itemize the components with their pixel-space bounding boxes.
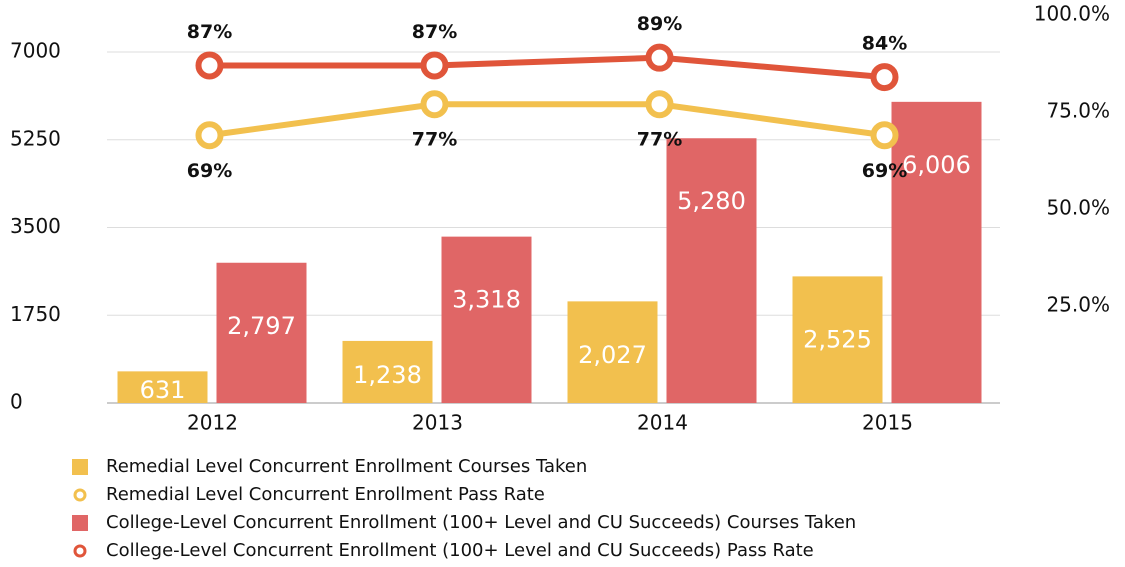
legend-marker [73,488,87,502]
point [195,121,224,150]
legend-marker [72,515,88,531]
legend-marker [72,459,88,475]
y2-tick-label: 50.0% [1046,196,1110,220]
value-label: 2,027 [578,341,647,369]
y-tick-label: 1750 [10,302,61,326]
value-label: 6,006 [902,151,971,179]
value-label: 69% [862,160,907,182]
value-label: 2,525 [803,325,872,353]
y2-tick-label: 25.0% [1046,293,1110,317]
point [870,63,899,92]
value-label: 69% [187,160,232,182]
legend-label: Remedial Level Concurrent Enrollment Pas… [106,484,545,505]
value-label: 77% [637,129,682,151]
y-tick-label: 3500 [10,214,61,238]
value-label: 87% [412,21,457,43]
value-label: 77% [412,129,457,151]
value-label: 2,797 [227,312,296,340]
legend-marker [73,544,87,558]
legend-label: Remedial Level Concurrent Enrollment Cou… [106,456,587,477]
point [645,90,674,119]
y2-tick-label: 100.0% [1034,2,1110,26]
bar [567,301,658,403]
bar [342,340,433,403]
bar [216,262,307,403]
line [209,54,885,81]
point [870,121,899,150]
point [420,90,449,119]
legend-label: College-Level Concurrent Enrollment (100… [106,512,856,533]
bar [117,371,208,403]
value-label: 3,318 [452,286,521,314]
y-tick-label: 0 [10,390,23,414]
legend-label: College-Level Concurrent Enrollment (100… [106,540,814,561]
y-tick-label: 7000 [10,39,61,63]
point [420,51,449,80]
value-label: 89% [637,13,682,35]
x-tick-label: 2012 [187,411,238,435]
value-label: 84% [862,33,907,55]
y-tick-label: 5250 [10,126,61,150]
bar [441,236,532,403]
point [195,51,224,80]
value-label: 631 [140,376,186,404]
x-tick-label: 2013 [412,411,463,435]
bar [792,276,883,403]
y2-tick-label: 75.0% [1046,99,1110,123]
bar [666,138,757,403]
line [209,101,885,139]
x-tick-label: 2014 [637,411,688,435]
value-label: 5,280 [677,187,746,215]
x-tick-label: 2015 [862,411,913,435]
value-label: 1,238 [353,361,422,389]
bar [891,101,982,403]
value-label: 87% [187,21,232,43]
point [645,43,674,72]
